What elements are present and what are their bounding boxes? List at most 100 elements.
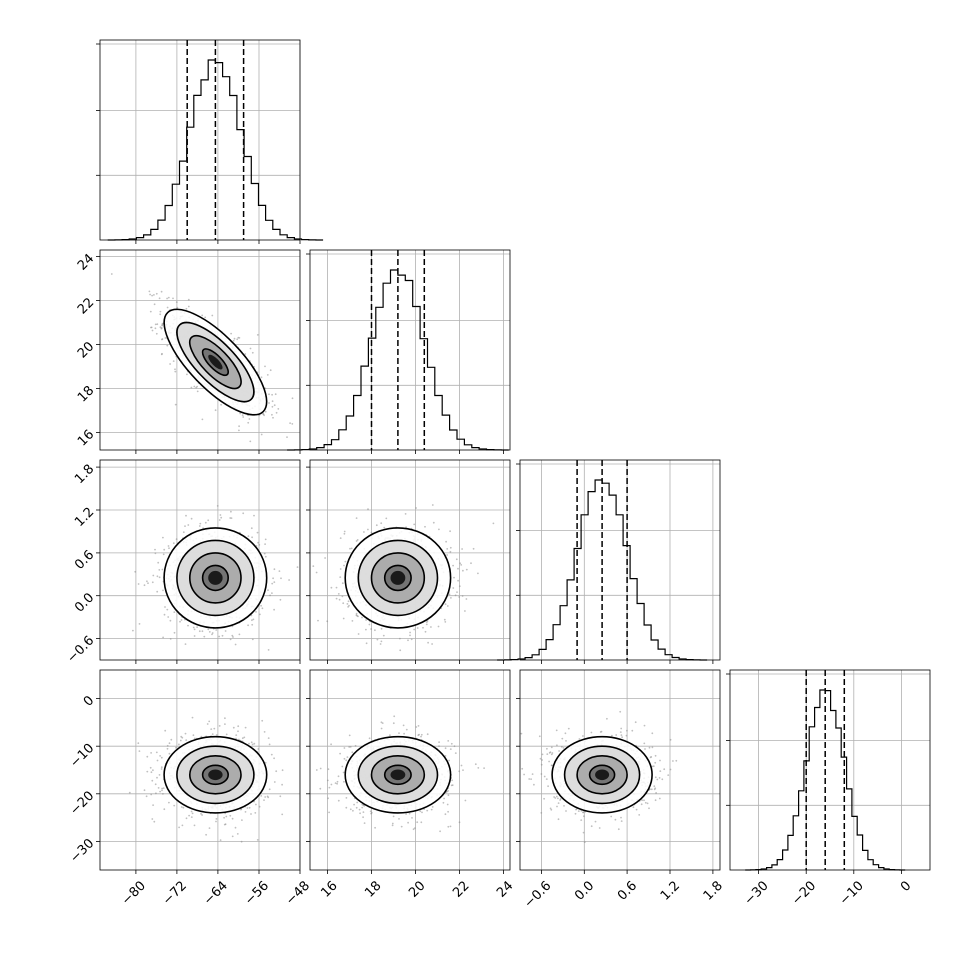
scatter-point — [562, 747, 565, 749]
scatter-point — [356, 801, 359, 804]
scatter-point — [175, 301, 178, 303]
scatter-point — [258, 805, 261, 808]
scatter-point — [393, 715, 396, 718]
scatter-point — [281, 783, 283, 786]
scatter-point — [172, 360, 175, 362]
scatter-point — [362, 816, 364, 819]
scatter-point — [447, 825, 450, 828]
scatter-point — [238, 429, 240, 432]
scatter-point — [207, 519, 210, 522]
scatter-point — [361, 806, 364, 809]
scatter-point — [353, 803, 355, 806]
scatter-point — [247, 535, 250, 537]
scatter-point — [431, 504, 434, 506]
scatter-point — [138, 623, 141, 625]
panel-2-0-frame — [99, 459, 301, 661]
scatter-point — [375, 524, 378, 527]
scatter-point — [626, 729, 628, 732]
scatter-point — [452, 587, 455, 589]
scatter-point — [348, 734, 351, 737]
scatter-point — [462, 569, 464, 572]
density-core — [390, 570, 406, 585]
scatter-point — [159, 755, 162, 757]
scatter-point — [257, 541, 259, 544]
density-core — [390, 769, 406, 781]
scatter-point — [438, 528, 440, 531]
scatter-point — [409, 634, 411, 637]
scatter-point — [590, 825, 593, 828]
scatter-point — [446, 548, 449, 550]
scatter-point — [420, 735, 422, 738]
scatter-point — [339, 752, 341, 755]
scatter-point — [302, 802, 304, 804]
scatter-point — [448, 593, 451, 596]
scatter-point — [247, 421, 250, 424]
scatter-point — [173, 804, 176, 807]
scatter-point — [391, 824, 394, 827]
scatter-point — [255, 803, 257, 806]
scatter-point — [156, 759, 159, 762]
scatter-point — [446, 803, 449, 806]
scatter-point — [551, 752, 554, 754]
scatter-point — [244, 811, 247, 813]
scatter-point — [450, 597, 452, 599]
scatter-point — [641, 799, 643, 802]
scatter-point — [204, 316, 207, 319]
scatter-point — [389, 734, 391, 737]
scatter-point — [653, 788, 656, 791]
scatter-point — [260, 604, 262, 607]
scatter-point — [260, 433, 263, 436]
scatter-point — [224, 717, 226, 720]
scatter-point — [343, 564, 345, 567]
scatter-point — [483, 767, 485, 769]
scatter-point — [416, 627, 419, 629]
scatter-point — [263, 552, 266, 555]
scatter-point — [188, 814, 191, 817]
scatter-point — [288, 579, 290, 581]
scatter-point — [231, 634, 234, 637]
scatter-point — [330, 586, 333, 589]
scatter-point — [370, 811, 373, 814]
scatter-point — [168, 742, 171, 745]
scatter-point — [154, 783, 157, 786]
scatter-point — [339, 576, 342, 578]
scatter-point — [272, 416, 274, 419]
scatter-point — [365, 619, 367, 621]
contour-1 — [188, 754, 242, 795]
scatter-point — [458, 585, 461, 588]
scatter-point — [405, 728, 408, 731]
scatter-point — [241, 414, 244, 416]
scatter-point — [269, 369, 272, 372]
scatter-point — [132, 629, 134, 632]
scatter-point — [185, 514, 187, 517]
scatter-point — [345, 797, 348, 799]
scatter-point — [327, 797, 329, 800]
scatter-point — [335, 586, 338, 589]
scatter-point — [261, 719, 264, 722]
scatter-point — [169, 619, 172, 622]
scatter-point — [278, 570, 281, 572]
scatter-point — [264, 796, 267, 798]
scatter-point — [280, 577, 282, 580]
scatter-point — [342, 617, 345, 620]
scatter-point — [232, 726, 235, 729]
scatter-point — [381, 722, 384, 724]
scatter-point — [391, 822, 394, 825]
scatter-point — [274, 393, 277, 396]
scatter-point — [152, 804, 155, 806]
scatter-point — [162, 536, 164, 539]
scatter-point — [166, 297, 169, 300]
scatter-point — [356, 539, 359, 541]
scatter-point — [156, 590, 159, 593]
scatter-point — [619, 710, 622, 713]
scatter-point — [319, 767, 322, 770]
scatter-point — [346, 756, 349, 758]
scatter-point — [211, 632, 214, 634]
scatter-point — [223, 816, 226, 819]
scatter-point — [258, 544, 261, 546]
scatter-point — [155, 332, 158, 335]
scatter-point — [273, 757, 275, 760]
contour-3 — [163, 527, 268, 629]
scatter-point — [349, 808, 352, 811]
scatter-point — [254, 812, 257, 814]
